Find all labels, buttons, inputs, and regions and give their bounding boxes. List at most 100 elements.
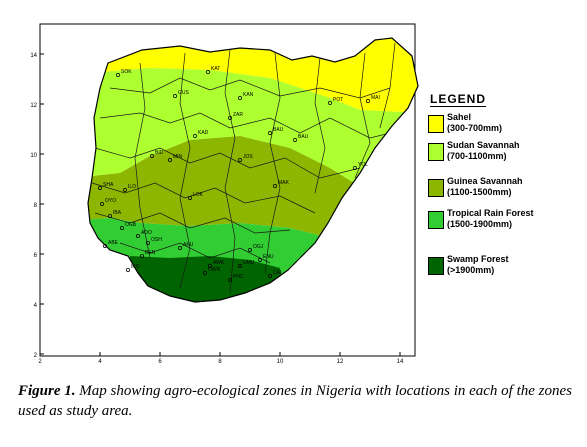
location-marker — [273, 184, 277, 188]
location-label: SOK — [121, 69, 132, 75]
y-tick-label: 14 — [30, 53, 37, 59]
location-marker — [116, 73, 120, 77]
legend-label: Swamp Forest — [447, 254, 509, 264]
location-label: IKO — [131, 264, 140, 270]
location-label: SHA — [103, 182, 114, 188]
location-marker — [126, 268, 130, 272]
legend-swatch — [428, 143, 444, 161]
legend-swatch — [428, 257, 444, 275]
location-marker — [206, 70, 210, 74]
location-marker — [238, 264, 242, 268]
location-marker — [353, 166, 357, 170]
figure-label: Figure 1. — [18, 383, 76, 399]
location-marker — [146, 241, 150, 245]
x-tick-label: 10 — [277, 359, 284, 363]
x-tick-label: 8 — [218, 359, 222, 363]
legend-item-swamp-forest: Swamp Forest (>1900mm) — [428, 254, 578, 284]
location-label: KAT — [211, 66, 220, 72]
legend-item-guinea-savannah: Guinea Savannah (1100-1500mm) — [428, 176, 578, 206]
location-marker — [178, 246, 182, 250]
location-marker — [228, 278, 232, 282]
x-tick-label: 14 — [397, 359, 404, 363]
location-marker — [203, 271, 207, 275]
legend-label: Sudan Savannah — [447, 140, 520, 150]
location-marker — [188, 196, 192, 200]
location-label: CAL — [273, 270, 283, 276]
location-marker — [268, 274, 272, 278]
location-marker — [238, 158, 242, 162]
legend-swatch — [428, 115, 444, 133]
x-tick-label: 12 — [337, 359, 344, 363]
location-marker — [193, 134, 197, 138]
location-label: UMU — [243, 260, 255, 266]
x-tick-label: 2 — [38, 359, 42, 363]
location-marker — [268, 131, 272, 135]
location-label: ADO — [141, 230, 152, 236]
legend-item-tropical-rain-forest: Tropical Rain Forest (1500-1900mm) — [428, 208, 578, 238]
location-marker — [120, 226, 124, 230]
location-marker — [173, 94, 177, 98]
zone-map: 14 12 10 8 6 4 2 2 4 6 8 10 12 14 SOK KAT GUS — [30, 18, 422, 365]
study-locations: SOK KAT GUS KAN POT MAI ZAR KAD BAU BAU MIN BID JOS Y… — [98, 66, 380, 282]
legend-swatch — [428, 211, 444, 229]
location-marker — [258, 258, 262, 262]
location-label: OYO — [105, 198, 116, 204]
legend-underline — [430, 106, 486, 107]
legend-item-sahel: Sahel (300-700mm) — [428, 112, 578, 142]
location-label: OGJ — [253, 244, 264, 250]
y-tick-label: 12 — [30, 103, 37, 109]
location-marker — [366, 99, 370, 103]
location-marker — [238, 96, 242, 100]
location-marker — [150, 154, 154, 158]
location-label: BID — [155, 150, 164, 156]
location-marker — [328, 101, 332, 105]
location-label: KAN — [243, 92, 254, 98]
location-label: OSH — [151, 237, 162, 243]
location-label: ZAR — [233, 112, 243, 118]
legend-range: (1100-1500mm) — [447, 187, 512, 197]
x-tick-label: 6 — [158, 359, 162, 363]
location-marker — [108, 214, 112, 218]
location-label: OWR — [208, 267, 221, 273]
location-marker — [228, 116, 232, 120]
legend-range: (300-700mm) — [447, 123, 503, 133]
location-label: BEN — [145, 250, 156, 256]
zone-sudan-savannah — [88, 68, 418, 198]
legend-range: (700-1100mm) — [447, 151, 507, 161]
x-tick-label: 4 — [98, 359, 102, 363]
legend-label: Sahel — [447, 112, 472, 122]
caption-text: Map showing agro-ecological zones in Nig… — [18, 383, 573, 419]
location-label: IBA — [113, 210, 122, 216]
figure-caption: Figure 1. Map showing agro-ecological zo… — [18, 381, 578, 421]
legend-item-sudan-savannah: Sudan Savannah (700-1100mm) — [428, 140, 578, 170]
y-tick-label: 10 — [30, 153, 37, 159]
location-marker — [123, 188, 127, 192]
location-label: KAD — [198, 130, 209, 136]
legend-range: (1500-1900mm) — [447, 219, 513, 229]
location-marker — [98, 186, 102, 190]
location-label: LOK — [193, 192, 204, 198]
legend: LEGEND Sahel (300-700mm) Sudan Savannah … — [428, 92, 578, 282]
legend-label: Guinea Savannah — [447, 176, 523, 186]
zone-map-svg: 14 12 10 8 6 4 2 2 4 6 8 10 12 14 SOK KAT GUS — [30, 23, 419, 365]
y-tick-label: 8 — [34, 203, 38, 209]
location-label: AKU — [183, 242, 194, 248]
location-label: ILO — [128, 184, 136, 190]
map-frame — [39, 23, 416, 357]
location-label: POT — [333, 97, 343, 103]
location-label: ENU — [263, 254, 274, 260]
y-tick-label: 4 — [34, 303, 38, 309]
location-marker — [103, 244, 107, 248]
zone-swamp-forest — [125, 256, 292, 302]
location-marker — [248, 248, 252, 252]
x-axis: 2 4 6 8 10 12 14 — [38, 352, 404, 365]
location-label: ABE — [108, 240, 119, 246]
location-label: YOL — [358, 162, 368, 168]
location-label: AWK — [213, 260, 225, 266]
location-label: BAU — [273, 127, 284, 133]
location-marker — [168, 158, 172, 162]
y-tick-label: 6 — [34, 253, 38, 259]
location-label: JOS — [243, 154, 253, 160]
location-marker — [293, 138, 297, 142]
legend-range: (>1900mm) — [447, 265, 495, 275]
